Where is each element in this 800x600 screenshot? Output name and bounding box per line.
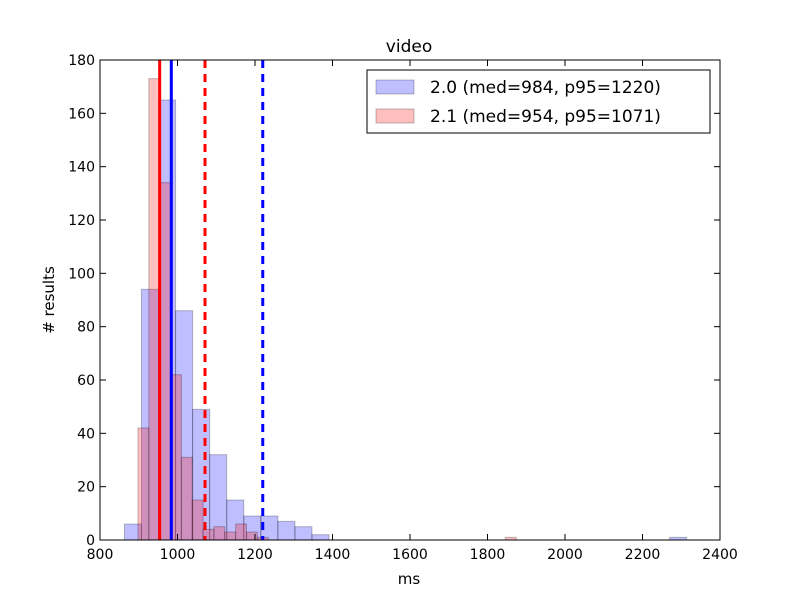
y-axis-title: # results xyxy=(40,266,58,334)
bar-series-0-bin-10 xyxy=(294,526,313,541)
reference-lines-layer xyxy=(158,60,265,540)
bar-series-0-bin-11 xyxy=(311,534,330,541)
x-tick-label-5: 1800 xyxy=(470,547,506,563)
y-tick-label-8: 160 xyxy=(68,106,95,122)
bar-series-1-bin-2 xyxy=(159,182,172,541)
x-tick-label-8: 2400 xyxy=(702,547,738,563)
legend-swatch-0 xyxy=(375,79,415,95)
bar-series-1-bin-0 xyxy=(137,427,150,541)
y-tick-label-9: 180 xyxy=(68,53,95,69)
x-tick-label-6: 2000 xyxy=(547,547,583,563)
y-tick-label-6: 120 xyxy=(68,213,95,229)
x-tick-label-0: 800 xyxy=(87,547,114,563)
bar-series-1-bin-1 xyxy=(148,78,161,541)
y-tick-label-5: 100 xyxy=(68,266,95,282)
chart-title: video xyxy=(386,37,432,57)
bar-series-1-bin-9 xyxy=(235,523,247,541)
bar-series-0-bin-9 xyxy=(277,520,296,541)
bars-layer xyxy=(123,78,688,541)
bar-series-1-bin-4 xyxy=(180,456,193,541)
bar-series-1-bin-8 xyxy=(224,531,237,541)
ticks-layer: 800 1000 1200 1400 1600 1800 2000 2200 2400 0 20 40… xyxy=(68,53,738,563)
y-tick-label-0: 0 xyxy=(86,533,95,549)
x-tick-label-1: 1000 xyxy=(160,547,196,563)
y-tick-label-7: 140 xyxy=(68,160,95,176)
x-tick-label-3: 1400 xyxy=(315,547,351,563)
y-tick-label-4: 80 xyxy=(77,320,95,336)
legend-box xyxy=(366,69,711,134)
legend: 2.0 (med=984, p95=1220) 2.1 (med=954, p95… xyxy=(366,69,711,134)
x-tick-label-2: 1200 xyxy=(237,547,273,563)
bar-series-1-bin-5 xyxy=(191,499,204,541)
y-tick-label-3: 60 xyxy=(77,373,95,389)
y-tick-label-1: 20 xyxy=(77,480,95,496)
bar-series-1-bin-10 xyxy=(245,531,258,541)
legend-label-1: 2.1 (med=954, p95=1071) xyxy=(430,107,661,127)
legend-swatch-1 xyxy=(375,108,415,124)
legend-label-0: 2.0 (med=984, p95=1220) xyxy=(430,78,661,98)
x-tick-label-7: 2200 xyxy=(625,547,661,563)
x-tick-label-4: 1600 xyxy=(392,547,428,563)
x-axis-title: ms xyxy=(398,570,421,588)
y-tick-label-2: 40 xyxy=(77,426,95,442)
bar-series-1-bin-7 xyxy=(213,526,226,541)
